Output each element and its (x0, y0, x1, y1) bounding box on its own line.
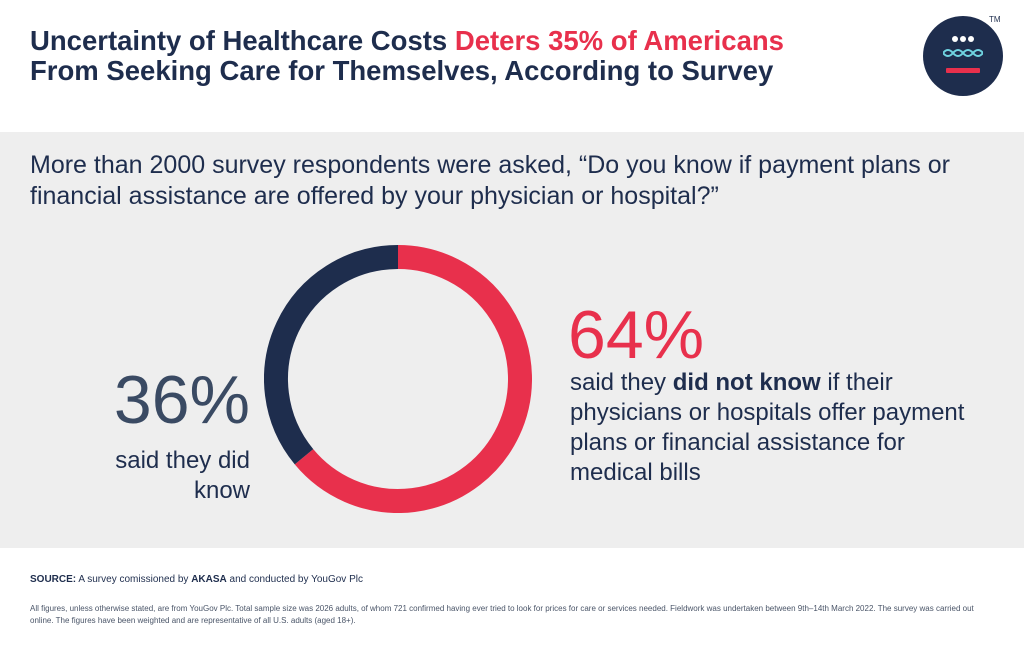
donut-slice-did-not-know (294, 245, 532, 513)
trademark-mark: TM (989, 15, 1001, 24)
source-line: SOURCE: A survey comissioned by AKASA an… (30, 574, 363, 585)
unknown-label-pre: said they (570, 369, 673, 396)
donut-slice-did-know (264, 245, 399, 465)
page-title: Uncertainty of Healthcare Costs Deters 3… (30, 26, 850, 86)
logo-dot (952, 36, 958, 42)
logo-dot (960, 36, 966, 42)
source-label: SOURCE: (30, 574, 77, 585)
source-text-post: and conducted by YouGov Plc (226, 574, 363, 585)
known-percent: 36% (113, 362, 250, 438)
unknown-label-post: if their physicians or hospitals offer p… (570, 369, 965, 486)
known-label: said they did know (115, 447, 250, 504)
unknown-percent: 64% (568, 297, 705, 373)
header: Uncertainty of Healthcare Costs Deters 3… (0, 0, 1024, 132)
title-highlight: Deters 35% of Americans (454, 25, 784, 56)
logo (923, 16, 1003, 96)
source-org: AKASA (191, 574, 227, 585)
logo-dot (968, 36, 974, 42)
unknown-label: said they did not know if their physicia… (570, 368, 990, 488)
logo-bar (946, 68, 980, 73)
unknown-label-bold: did not know (672, 369, 821, 396)
title-part1: Uncertainty of Healthcare Costs (30, 25, 455, 56)
title-part2: From Seeking Care for Themselves, Accord… (30, 55, 774, 86)
logo-wave-icon (943, 49, 983, 57)
source-text-pre: A survey comissioned by (76, 574, 192, 585)
survey-question: More than 2000 survey respondents were a… (30, 151, 950, 210)
footnote: All figures, unless otherwise stated, ar… (30, 604, 974, 625)
donut-chart (264, 245, 532, 513)
